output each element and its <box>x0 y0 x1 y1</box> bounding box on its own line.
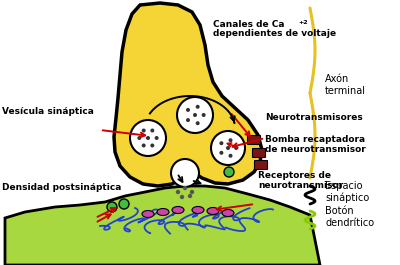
Text: de neurotransmisor: de neurotransmisor <box>265 145 366 154</box>
Text: Neurotransmisores: Neurotransmisores <box>265 113 363 122</box>
Ellipse shape <box>192 206 204 214</box>
Text: Vesícula sináptica: Vesícula sináptica <box>2 108 94 117</box>
Ellipse shape <box>172 206 184 214</box>
Circle shape <box>142 143 146 148</box>
Circle shape <box>188 194 192 198</box>
Text: dependientes de voltaje: dependientes de voltaje <box>213 29 336 38</box>
Circle shape <box>226 146 230 150</box>
Circle shape <box>150 143 154 148</box>
Circle shape <box>234 146 238 150</box>
Circle shape <box>193 113 197 117</box>
Circle shape <box>180 195 184 199</box>
Text: +2: +2 <box>298 20 308 25</box>
Circle shape <box>150 129 154 132</box>
Text: Espacio
sináptico: Espacio sináptico <box>325 181 369 203</box>
Text: Bomba recaptadora: Bomba recaptadora <box>265 135 365 144</box>
Circle shape <box>196 121 200 125</box>
Circle shape <box>137 136 141 140</box>
FancyBboxPatch shape <box>252 148 266 157</box>
Text: Axón
terminal: Axón terminal <box>325 74 366 96</box>
Circle shape <box>155 136 159 140</box>
Circle shape <box>219 151 223 155</box>
Text: Botón
dendrítico: Botón dendrítico <box>325 206 374 228</box>
Circle shape <box>228 154 232 158</box>
Text: Receptores de: Receptores de <box>258 170 331 179</box>
Circle shape <box>211 131 245 165</box>
Polygon shape <box>114 3 262 186</box>
FancyBboxPatch shape <box>254 161 268 170</box>
Circle shape <box>202 113 206 117</box>
Circle shape <box>142 129 146 132</box>
Text: neurotransmisor: neurotransmisor <box>258 180 343 189</box>
Circle shape <box>196 105 200 109</box>
Ellipse shape <box>207 207 219 214</box>
Text: Canales de Ca: Canales de Ca <box>213 20 284 29</box>
Circle shape <box>219 141 223 145</box>
FancyBboxPatch shape <box>248 135 260 144</box>
Circle shape <box>171 159 199 187</box>
Circle shape <box>186 108 190 112</box>
Ellipse shape <box>142 210 154 218</box>
Circle shape <box>119 199 129 209</box>
Circle shape <box>183 186 187 190</box>
Circle shape <box>146 136 150 140</box>
Circle shape <box>186 118 190 122</box>
Circle shape <box>228 138 232 142</box>
Circle shape <box>130 120 166 156</box>
Text: Densidad postsináptica: Densidad postsináptica <box>2 183 121 192</box>
Ellipse shape <box>157 209 169 215</box>
Polygon shape <box>5 186 320 265</box>
Circle shape <box>176 190 180 194</box>
Circle shape <box>107 202 117 212</box>
Ellipse shape <box>222 210 234 217</box>
Circle shape <box>177 97 213 133</box>
Circle shape <box>224 167 234 177</box>
Circle shape <box>190 190 194 194</box>
